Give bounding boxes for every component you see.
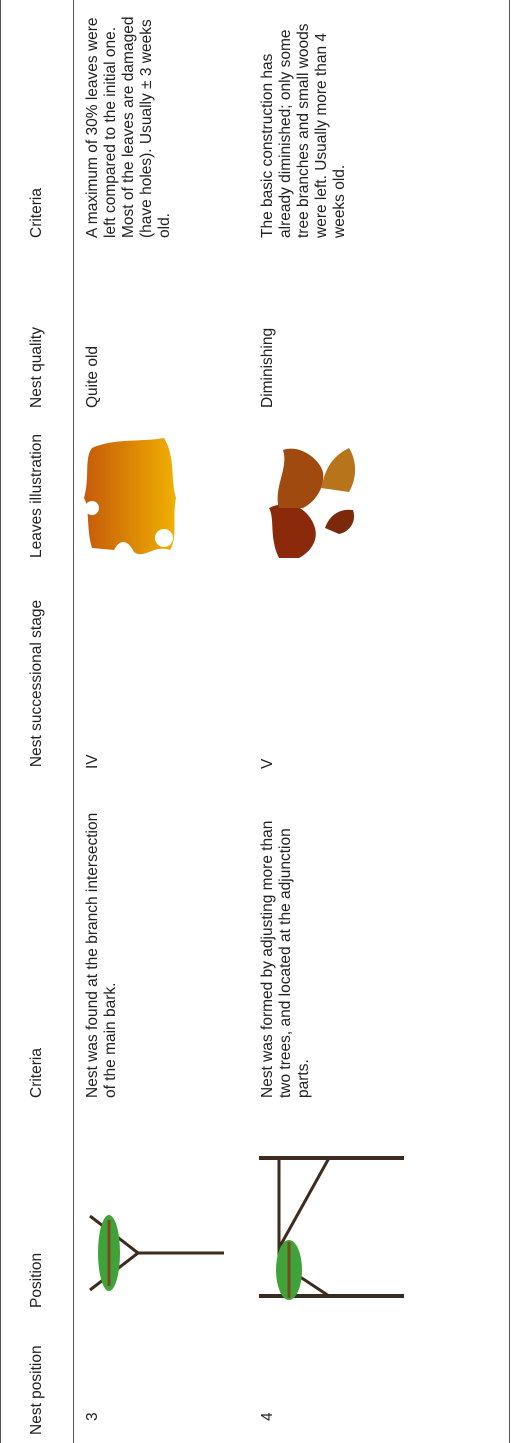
cell: IV	[84, 754, 101, 769]
cell: Diminishing	[249, 246, 510, 416]
row: 3 Nest was found at the branch intersect…	[74, 0, 250, 1443]
cell: Nest was formed by adjusting more than t…	[249, 791, 510, 1106]
tree-icon	[89, 1214, 224, 1292]
leaves-illustration	[249, 416, 510, 576]
header-cell: Nest successional stage	[0, 576, 74, 791]
position-illustration	[74, 1106, 250, 1316]
leaf	[84, 438, 176, 555]
leaf	[277, 448, 324, 508]
leaves-illustration	[74, 416, 250, 576]
leaf-icon	[269, 448, 355, 558]
leaf-icon	[84, 438, 176, 555]
two-trees-icon	[259, 1156, 404, 1300]
header-cell: Criteria	[0, 0, 74, 246]
cell: A maximum of 30% leaves were left compar…	[84, 16, 173, 238]
position-illustration	[249, 1106, 510, 1316]
leaf	[321, 448, 355, 492]
cell: Nest was found at the branch intersectio…	[84, 812, 119, 1098]
leaf	[325, 509, 354, 534]
header-row: Nest position Position Criteria Nest suc…	[0, 0, 74, 1443]
header-cell: Nest quality	[0, 246, 74, 416]
header-cell: Nest position	[0, 1316, 74, 1443]
branch	[277, 1157, 331, 1249]
header-cell: Criteria	[0, 791, 74, 1106]
leaf	[269, 504, 316, 558]
cell: 4	[249, 1316, 510, 1443]
cell: 3	[84, 1412, 101, 1421]
cell: V	[249, 576, 510, 791]
header-cell: Leaves illustration	[0, 416, 74, 576]
cell: The basic construction has already dimin…	[249, 0, 510, 246]
row: 4 Nest was formed by adjusting more than…	[249, 0, 510, 1443]
cell: Quite old	[84, 345, 101, 408]
header-cell: Position	[0, 1106, 74, 1316]
